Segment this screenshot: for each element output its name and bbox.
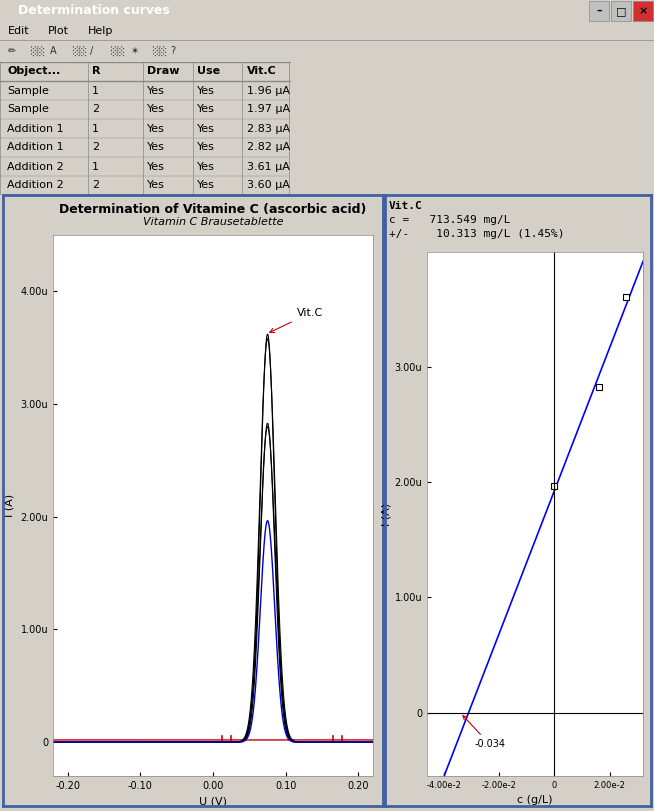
Text: Help: Help (88, 26, 113, 36)
Text: ?: ? (170, 46, 175, 56)
Text: Yes: Yes (197, 143, 215, 152)
Text: Object...: Object... (7, 67, 60, 76)
Text: +/-    10.313 mg/L (1.45%): +/- 10.313 mg/L (1.45%) (389, 229, 564, 239)
Text: 1: 1 (92, 161, 99, 171)
Bar (633, 1, 653, 21)
Text: Yes: Yes (147, 143, 165, 152)
Text: 3.61 μA: 3.61 μA (247, 161, 290, 171)
Text: Yes: Yes (147, 105, 165, 114)
Text: ×: × (638, 6, 647, 16)
Text: –: – (596, 6, 602, 16)
Text: Sample: Sample (7, 85, 49, 96)
Text: Use: Use (197, 67, 220, 76)
Text: Yes: Yes (197, 161, 215, 171)
Text: Yes: Yes (197, 105, 215, 114)
Text: 1: 1 (92, 85, 99, 96)
Text: □: □ (616, 6, 627, 16)
Text: Vit.C: Vit.C (269, 308, 323, 333)
Y-axis label: I (A): I (A) (382, 503, 392, 526)
Text: 2: 2 (92, 181, 99, 191)
Text: 3.60 μA: 3.60 μA (247, 181, 290, 191)
Text: 1.96 μA: 1.96 μA (247, 85, 290, 96)
Bar (611, 1, 631, 21)
X-axis label: c (g/L): c (g/L) (517, 796, 553, 805)
Text: ░░: ░░ (72, 46, 87, 56)
Text: 1: 1 (92, 123, 99, 134)
Text: Vit.C: Vit.C (389, 201, 422, 211)
Text: Yes: Yes (147, 85, 165, 96)
Text: Edit: Edit (8, 26, 29, 36)
Text: Yes: Yes (197, 85, 215, 96)
Text: Addition 1: Addition 1 (7, 143, 63, 152)
Text: Addition 2: Addition 2 (7, 161, 63, 171)
Text: Yes: Yes (197, 181, 215, 191)
Text: c =   713.549 mg/L: c = 713.549 mg/L (389, 215, 511, 225)
Text: /: / (90, 46, 94, 56)
Text: Yes: Yes (147, 181, 165, 191)
Text: 1.97 μA: 1.97 μA (247, 105, 290, 114)
Text: ░░: ░░ (110, 46, 125, 56)
Bar (589, 1, 609, 21)
Text: Sample: Sample (7, 105, 49, 114)
Text: Yes: Yes (147, 123, 165, 134)
X-axis label: U (V): U (V) (199, 796, 227, 806)
Text: Plot: Plot (48, 26, 69, 36)
Text: Determination curves: Determination curves (18, 5, 170, 18)
Text: ✶: ✶ (130, 46, 138, 56)
Text: R: R (92, 67, 101, 76)
Text: 2.82 μA: 2.82 μA (247, 143, 290, 152)
Text: 2: 2 (92, 143, 99, 152)
Text: Addition 1: Addition 1 (7, 123, 63, 134)
Text: Vitamin C Brausetablette: Vitamin C Brausetablette (143, 217, 283, 227)
Text: A: A (50, 46, 57, 56)
Text: ✏: ✏ (8, 46, 16, 56)
Text: Addition 2: Addition 2 (7, 181, 63, 191)
Text: Yes: Yes (197, 123, 215, 134)
Text: 2.83 μA: 2.83 μA (247, 123, 290, 134)
Y-axis label: I (A): I (A) (5, 494, 15, 517)
Text: Determination of Vitamine C (ascorbic acid): Determination of Vitamine C (ascorbic ac… (60, 203, 367, 216)
Text: Yes: Yes (147, 161, 165, 171)
Text: ░░: ░░ (30, 46, 45, 56)
Text: Draw: Draw (147, 67, 179, 76)
Text: ░░: ░░ (152, 46, 167, 56)
Text: Vit.C: Vit.C (247, 67, 277, 76)
Text: -0.034: -0.034 (463, 715, 505, 749)
Text: 2: 2 (92, 105, 99, 114)
